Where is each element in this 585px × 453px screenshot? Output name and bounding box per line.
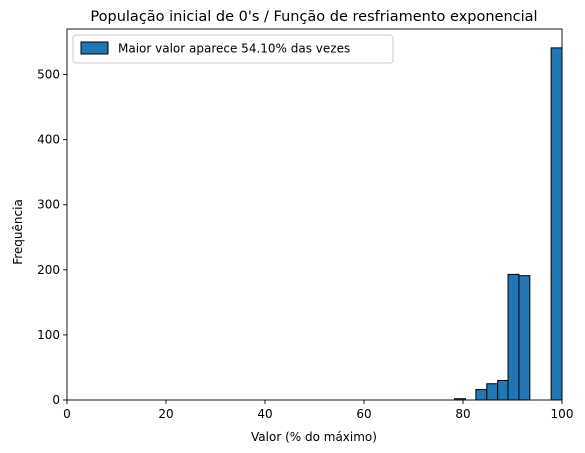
histogram-bar-4 bbox=[507, 273, 520, 401]
x-tick-label-5: 100 bbox=[551, 407, 574, 421]
x-tick-label-4: 80 bbox=[455, 407, 470, 421]
y-tick-label-0: 0 bbox=[52, 393, 60, 407]
legend-box bbox=[72, 34, 394, 64]
x-axis-ticks: 0 20 40 60 80 100 bbox=[63, 400, 573, 421]
legend-swatch bbox=[80, 41, 109, 55]
histogram-bar-5 bbox=[518, 275, 531, 401]
histogram-bar-1 bbox=[475, 389, 488, 401]
y-axis-ticks: 0 100 200 300 400 500 bbox=[37, 68, 67, 407]
chart-title: População inicial de 0's / Função de res… bbox=[90, 9, 537, 25]
histogram-bar-6 bbox=[550, 47, 563, 401]
y-axis-label: Frequência bbox=[11, 199, 25, 265]
plot-frame bbox=[66, 28, 563, 401]
legend: Maior valor aparece 54.10% das vezes bbox=[72, 34, 394, 64]
histogram-bar-2 bbox=[486, 383, 499, 401]
x-axis-label: Valor (% do máximo) bbox=[251, 430, 377, 444]
x-tick-label-3: 60 bbox=[356, 407, 371, 421]
y-tick-label-1: 100 bbox=[37, 328, 60, 342]
y-tick-label-4: 400 bbox=[37, 133, 60, 147]
legend-entry-label: Maior valor aparece 54.10% das vezes bbox=[118, 42, 350, 56]
bars-group bbox=[454, 47, 563, 401]
x-tick-label-1: 20 bbox=[158, 407, 173, 421]
x-tick-label-0: 0 bbox=[63, 407, 71, 421]
x-tick-label-2: 40 bbox=[257, 407, 272, 421]
y-tick-label-2: 200 bbox=[37, 263, 60, 277]
histogram-bar-3 bbox=[497, 379, 509, 401]
y-tick-label-3: 300 bbox=[37, 198, 60, 212]
y-tick-label-5: 500 bbox=[37, 68, 60, 82]
